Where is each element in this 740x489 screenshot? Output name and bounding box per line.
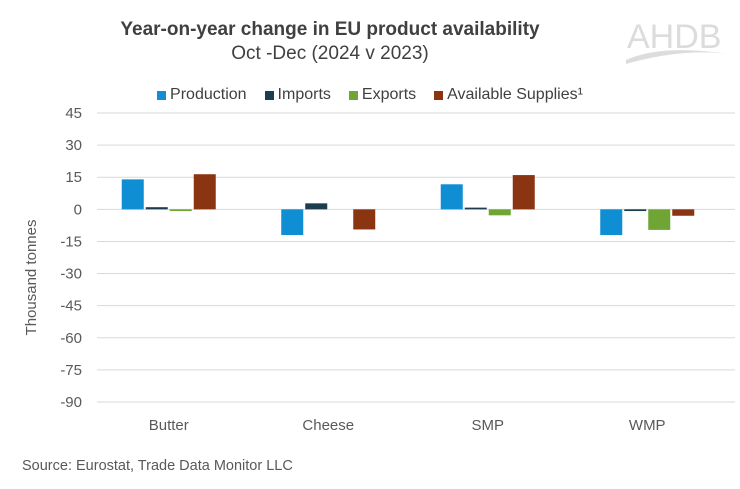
bar-wmp-exports (648, 209, 671, 230)
bar-cheese-production (281, 209, 304, 236)
logo-text: AHDB (627, 18, 721, 56)
y-tick-label: -90 (60, 394, 82, 411)
y-tick-label: -60 (60, 330, 82, 347)
x-category-label: Cheese (302, 417, 354, 434)
y-tick-label: 45 (65, 105, 82, 122)
bar-butter-availablesupplies (193, 174, 216, 210)
legend-label: Available Supplies¹ (447, 86, 583, 103)
legend-swatch (434, 90, 444, 100)
y-tick-label: -30 (60, 266, 82, 283)
legend-swatch (348, 90, 358, 100)
x-category-label: WMP (629, 417, 666, 434)
legend-item: Imports (264, 86, 331, 104)
ahdb-logo: AHDB (626, 18, 728, 64)
source-note: Source: Eurostat, Trade Data Monitor LLC (22, 458, 293, 474)
bar-cheese-availablesupplies (353, 209, 376, 230)
bar-wmp-production (600, 209, 623, 236)
y-axis-label: Thousand tonnes (23, 220, 40, 336)
y-tick-label: 15 (65, 169, 82, 186)
legend-label: Exports (361, 86, 417, 103)
legend-item: Available Supplies¹ (434, 86, 583, 104)
legend-item: Exports (348, 86, 417, 104)
bar-smp-imports (464, 207, 487, 210)
y-tick-label: -15 (60, 233, 82, 250)
y-tick-label: -75 (60, 362, 82, 379)
legend-swatch (157, 90, 167, 100)
bar-wmp-availablesupplies (672, 209, 695, 216)
chart-subtitle: Oct -Dec (2024 v 2023) (231, 43, 429, 64)
legend-item: Production (157, 86, 247, 104)
bar-cheese-imports (305, 203, 328, 210)
bar-butter-imports (145, 207, 168, 210)
legend-swatch (264, 90, 274, 100)
legend-label: Production (170, 86, 247, 103)
bar-wmp-imports (624, 209, 647, 212)
bar-smp-production (440, 184, 463, 210)
y-tick-label: -45 (60, 298, 82, 315)
legend-label: Imports (277, 86, 331, 103)
bar-butter-production (121, 179, 144, 210)
bar-butter-exports (169, 209, 192, 212)
bar-smp-exports (488, 209, 511, 216)
chart-legend: Production Imports Exports Available Suppli… (0, 86, 740, 104)
chart-title: Year-on-year change in EU product availa… (120, 19, 540, 40)
bar-smp-availablesupplies (512, 175, 535, 210)
x-category-label: Butter (149, 417, 189, 434)
x-category-label: SMP (471, 417, 504, 434)
y-tick-label: 0 (74, 201, 82, 218)
y-tick-label: 30 (65, 137, 82, 154)
logo-swoosh (626, 50, 728, 64)
